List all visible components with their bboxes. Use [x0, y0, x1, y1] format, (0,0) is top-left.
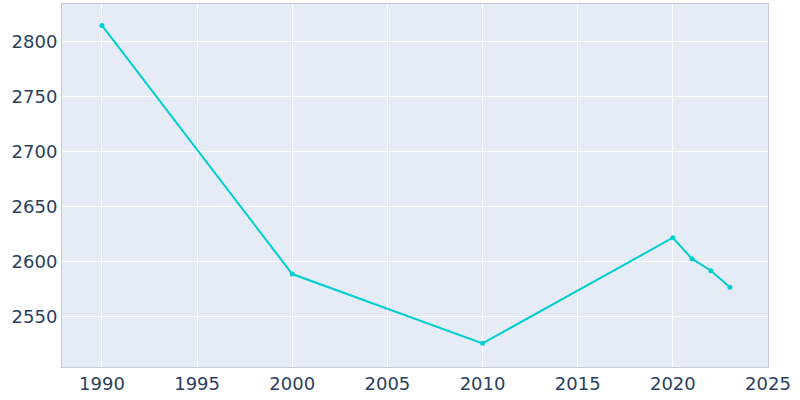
- svg-text:2020: 2020: [650, 373, 696, 394]
- svg-text:1990: 1990: [79, 373, 125, 394]
- svg-text:2010: 2010: [460, 373, 506, 394]
- svg-text:2550: 2550: [12, 306, 58, 327]
- svg-text:2005: 2005: [365, 373, 411, 394]
- svg-text:2800: 2800: [12, 31, 58, 52]
- svg-text:1995: 1995: [174, 373, 220, 394]
- svg-text:2650: 2650: [12, 196, 58, 217]
- svg-text:2700: 2700: [12, 141, 58, 162]
- svg-text:2750: 2750: [12, 86, 58, 107]
- svg-text:2000: 2000: [269, 373, 315, 394]
- svg-text:2015: 2015: [555, 373, 601, 394]
- svg-text:2025: 2025: [745, 373, 791, 394]
- svg-text:2600: 2600: [12, 251, 58, 272]
